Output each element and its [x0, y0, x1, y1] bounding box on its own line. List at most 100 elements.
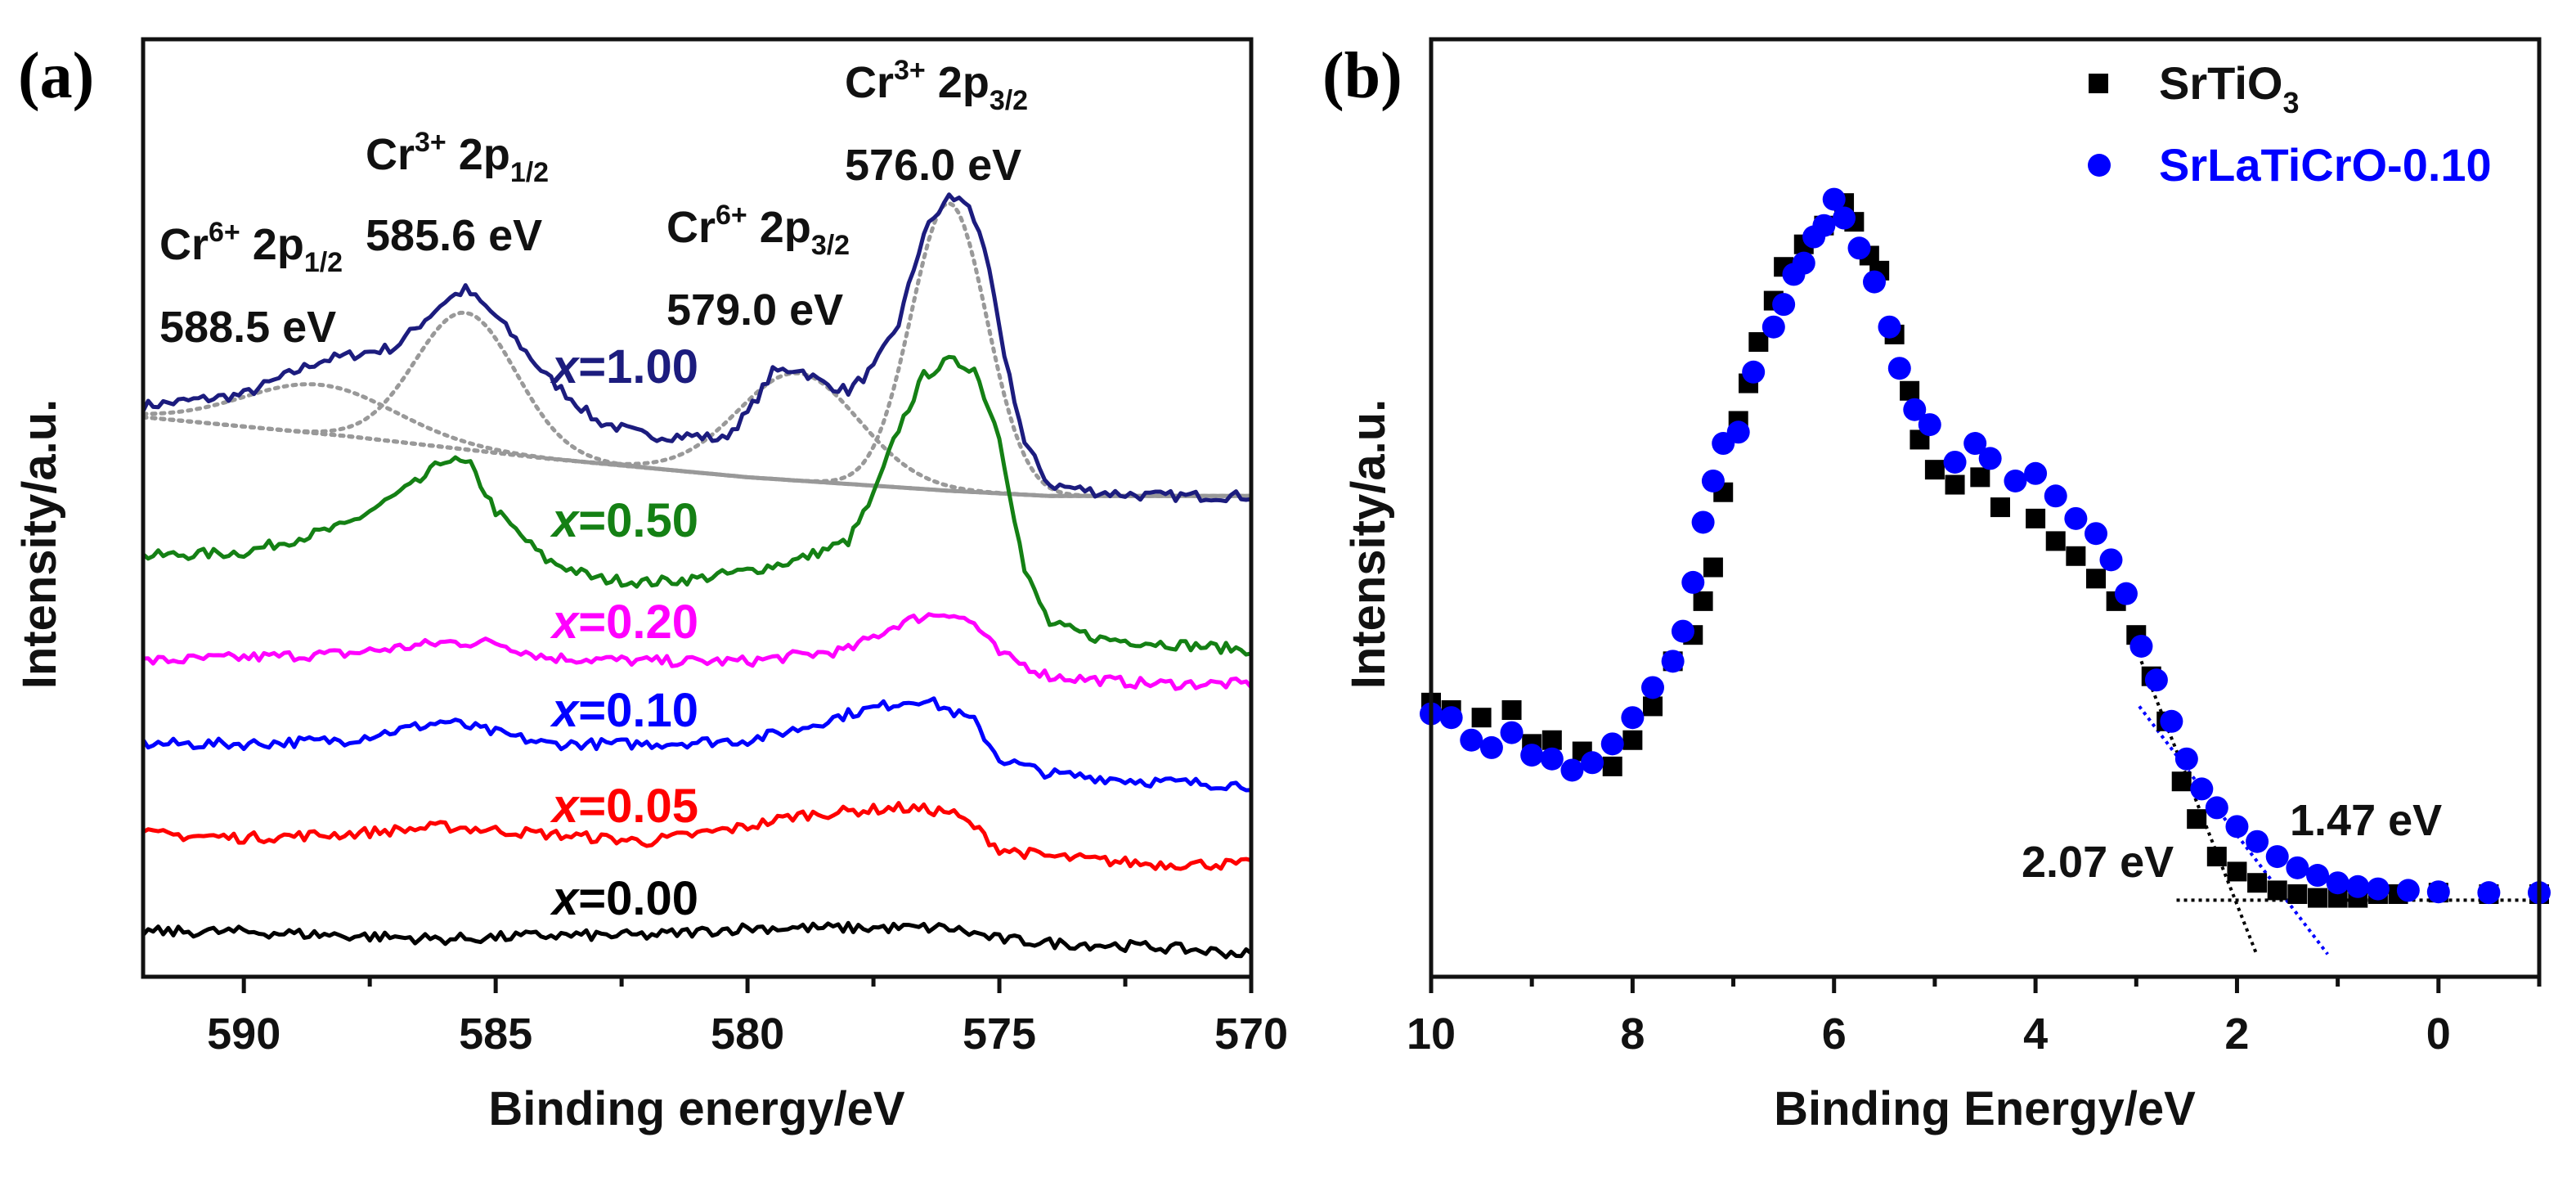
data-point-srlaticro — [2085, 522, 2107, 546]
panel-b-x-axis-title: Binding Energy/eV — [1774, 1082, 2196, 1135]
data-point-srlaticro — [1878, 315, 1901, 339]
data-point-srlaticro — [2144, 668, 2168, 692]
fit-peak-579 — [141, 371, 1254, 498]
panel-b-frame — [1429, 37, 2542, 979]
data-point-srtio3 — [2267, 880, 2287, 901]
data-point-srlaticro — [1978, 447, 2002, 470]
svg-text:585.6 eV: 585.6 eV — [366, 211, 542, 260]
data-point-srtio3 — [1990, 497, 2010, 518]
data-point-srlaticro — [1479, 735, 1503, 759]
data-point-srlaticro — [2477, 881, 2501, 905]
annotation-cr6-2p12: Cr6+ 2p1/2 588.5 eV — [159, 217, 343, 352]
svg-text:Cr3+ 2p1/2: Cr3+ 2p1/2 — [366, 127, 549, 188]
data-point-srtio3 — [2066, 546, 2086, 566]
series-label-x050: x=0.50 — [550, 494, 698, 547]
panel-b-tag: (b) — [1322, 40, 1402, 112]
x-tick-label: 4 — [2023, 1009, 2048, 1059]
legend-circle-marker — [2088, 154, 2111, 177]
series-label-x005: x=0.05 — [550, 780, 698, 833]
data-point-srtio3 — [1471, 708, 1492, 728]
data-point-srlaticro — [2044, 484, 2067, 508]
data-point-srtio3 — [1970, 467, 1990, 488]
x-tick-label: 580 — [711, 1009, 784, 1059]
svg-text:588.5 eV: 588.5 eV — [159, 303, 336, 352]
fit-peak-576 — [141, 200, 1254, 498]
x-tick-label: 570 — [1214, 1009, 1288, 1059]
data-point-srlaticro — [2205, 796, 2228, 820]
x-tick-label: 590 — [207, 1009, 280, 1059]
annotation-cr3-2p12: Cr3+ 2p1/2 585.6 eV — [366, 127, 549, 260]
data-point-srlaticro — [2426, 880, 2450, 904]
data-point-srtio3 — [1900, 380, 1920, 401]
legend-label-srlaticro: SrLaTiCrO-0.10 — [2159, 139, 2492, 191]
data-point-srlaticro — [1772, 293, 1796, 317]
data-point-srlaticro — [1726, 420, 1750, 444]
series-line-x=0.20 — [142, 612, 1253, 691]
series-line-x=0.10 — [141, 696, 1252, 793]
series-labels: x=1.00 x=0.50 x=0.20 x=0.10 x=0.05 x=0.0… — [550, 340, 698, 925]
data-point-srlaticro — [1621, 706, 1645, 730]
data-point-srlaticro — [2326, 871, 2349, 895]
data-point-srlaticro — [1641, 676, 1664, 699]
series-line-x=1.00 — [141, 192, 1252, 504]
data-point-srlaticro — [1671, 619, 1694, 643]
data-point-srlaticro — [2174, 747, 2198, 771]
panel-a-tag: (a) — [18, 40, 94, 112]
data-point-srlaticro — [2024, 461, 2048, 485]
data-point-srlaticro — [2366, 877, 2390, 901]
panel-b-y-axis-title: Intensity/a.u. — [1342, 399, 1395, 690]
series-label-x100: x=1.00 — [550, 340, 698, 393]
data-point-srlaticro — [1943, 450, 1967, 474]
data-point-srtio3 — [2227, 861, 2247, 882]
data-point-srlaticro — [1520, 744, 1544, 767]
data-point-srlaticro — [2246, 830, 2269, 853]
data-point-srlaticro — [1918, 413, 1941, 437]
data-point-srlaticro — [2190, 777, 2214, 801]
legend-square-marker — [2089, 74, 2108, 93]
panel-a-y-axis-title: Intensity/a.u. — [13, 399, 66, 690]
legend: SrTiO3 SrLaTiCrO-0.10 — [2088, 57, 2492, 191]
data-point-srlaticro — [1822, 187, 1846, 211]
data-point-srlaticro — [1963, 432, 1987, 456]
data-point-srlaticro — [2265, 845, 2289, 869]
panel-b-plot-area — [1420, 187, 2551, 957]
x-tick-label: 585 — [459, 1009, 532, 1059]
data-point-srlaticro — [1792, 251, 1815, 275]
svg-text:579.0 eV: 579.0 eV — [666, 286, 843, 335]
data-point-srlaticro — [1560, 758, 1584, 782]
data-point-srlaticro — [1439, 706, 1463, 730]
series-label-x010: x=0.10 — [550, 684, 698, 737]
x-tick-label: 0 — [2426, 1009, 2451, 1059]
data-point-srtio3 — [2045, 531, 2066, 551]
data-point-srtio3 — [1924, 460, 1945, 480]
x-tick-label: 2 — [2224, 1009, 2249, 1059]
x-tick-label: 10 — [1407, 1009, 1456, 1059]
svg-text:Cr3+ 2p3/2: Cr3+ 2p3/2 — [845, 55, 1028, 116]
data-point-srlaticro — [1681, 570, 1705, 594]
data-point-srlaticro — [2286, 856, 2309, 879]
data-point-srlaticro — [1812, 214, 1836, 237]
data-point-srtio3 — [2247, 873, 2268, 893]
data-point-srtio3 — [2308, 888, 2327, 908]
panel-a-frame — [141, 37, 1254, 979]
series-line-x=0.05 — [141, 801, 1252, 871]
data-point-srtio3 — [1501, 700, 1522, 721]
series-line-x=0.50 — [141, 354, 1252, 657]
data-point-srlaticro — [1581, 751, 1604, 775]
data-point-srlaticro — [1833, 206, 1856, 230]
fit-background — [141, 415, 1254, 498]
data-point-srlaticro — [1847, 236, 1871, 260]
legend-label-srtio3: SrTiO3 — [2159, 57, 2300, 119]
data-point-srtio3 — [2287, 884, 2308, 904]
annotation-cr3-2p32: Cr3+ 2p3/2 576.0 eV — [845, 55, 1028, 190]
data-point-srlaticro — [1701, 469, 1725, 492]
fit-peak-588.5 — [141, 382, 1254, 498]
svg-text:Cr6+ 2p3/2: Cr6+ 2p3/2 — [666, 200, 850, 261]
series-label-x020: x=0.20 — [550, 596, 698, 649]
series-label-x000: x=0.00 — [550, 872, 698, 925]
panel-a: (a) 590 585 580 575 570 Binding energy/eV In… — [13, 37, 1288, 1135]
data-point-srlaticro — [1887, 357, 1911, 380]
data-point-srlaticro — [1863, 270, 1886, 294]
data-point-srtio3 — [2206, 847, 2227, 867]
